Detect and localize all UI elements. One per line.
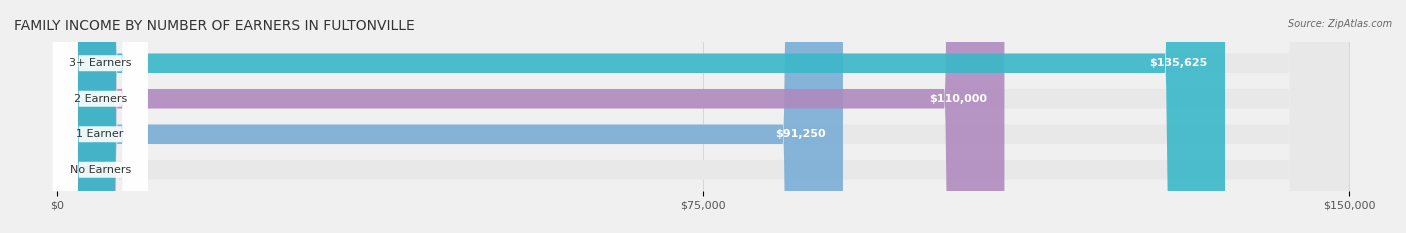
FancyBboxPatch shape	[58, 0, 1225, 233]
Text: 1 Earner: 1 Earner	[76, 129, 124, 139]
Text: $91,250: $91,250	[775, 129, 825, 139]
Text: Source: ZipAtlas.com: Source: ZipAtlas.com	[1288, 19, 1392, 29]
FancyBboxPatch shape	[58, 0, 1004, 233]
Text: $110,000: $110,000	[929, 94, 987, 104]
Text: 3+ Earners: 3+ Earners	[69, 58, 131, 68]
FancyBboxPatch shape	[58, 0, 1348, 233]
Text: $135,625: $135,625	[1150, 58, 1208, 68]
Text: 2 Earners: 2 Earners	[73, 94, 127, 104]
FancyBboxPatch shape	[58, 0, 1348, 233]
Text: FAMILY INCOME BY NUMBER OF EARNERS IN FULTONVILLE: FAMILY INCOME BY NUMBER OF EARNERS IN FU…	[14, 19, 415, 33]
FancyBboxPatch shape	[53, 0, 148, 233]
FancyBboxPatch shape	[58, 0, 1348, 233]
FancyBboxPatch shape	[58, 0, 844, 233]
FancyBboxPatch shape	[53, 0, 148, 233]
Text: $0: $0	[83, 165, 97, 175]
FancyBboxPatch shape	[53, 0, 148, 233]
Text: No Earners: No Earners	[69, 165, 131, 175]
FancyBboxPatch shape	[58, 0, 1348, 233]
FancyBboxPatch shape	[53, 0, 148, 233]
